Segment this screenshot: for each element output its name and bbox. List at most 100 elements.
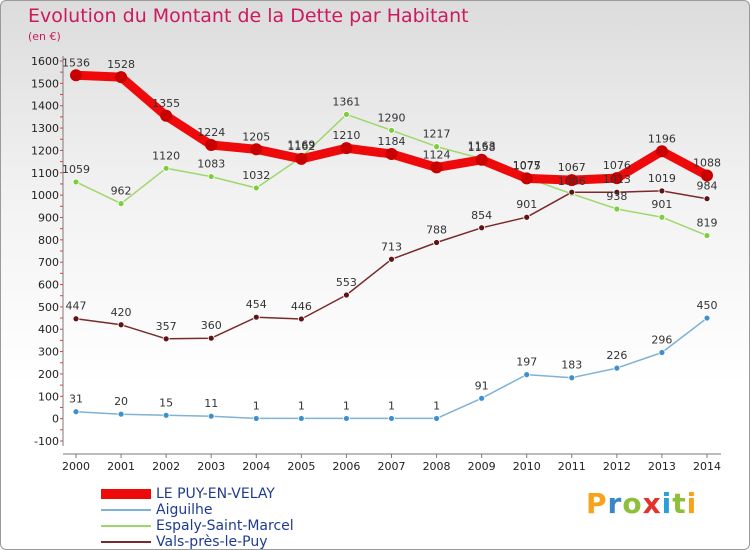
data-label-aiguilhe: 1 (388, 399, 395, 412)
data-point-vals-pr-s-le-puy (252, 313, 260, 321)
x-tick-label: 2010 (513, 460, 541, 473)
x-tick-label: 2001 (107, 460, 135, 473)
data-label-le-puy-en-velay: 1224 (197, 126, 225, 139)
data-point-espaly-saint-marcel (613, 205, 621, 213)
legend-swatch (101, 509, 151, 511)
data-label-espaly-saint-marcel: 1361 (332, 95, 360, 108)
logo-letter: i (686, 487, 698, 520)
x-tick-label: 2006 (332, 460, 360, 473)
logo-letter: o (622, 487, 643, 520)
data-label-aiguilhe: 1 (433, 399, 440, 412)
data-point-aiguilhe (613, 364, 621, 372)
data-point-vals-pr-s-le-puy (162, 335, 170, 343)
y-tick-label: 1500 (31, 77, 59, 90)
data-point-espaly-saint-marcel (703, 232, 711, 239)
data-label-vals-pr-s-le-puy: 901 (516, 198, 537, 211)
x-tick-label: 2003 (197, 460, 225, 473)
data-label-aiguilhe: 15 (159, 396, 173, 409)
data-label-le-puy-en-velay: 1536 (62, 56, 90, 69)
data-label-vals-pr-s-le-puy: 420 (111, 306, 132, 319)
data-point-aiguilhe (478, 394, 486, 402)
data-label-espaly-saint-marcel: 1077 (513, 159, 541, 172)
legend-item-espaly-saint-marcel: Espaly-Saint-Marcel (101, 518, 401, 534)
y-tick-label: 1200 (31, 144, 59, 157)
data-label-aiguilhe: 91 (475, 379, 489, 392)
data-point-espaly-saint-marcel (117, 200, 125, 208)
y-tick-label: -100 (34, 435, 59, 448)
x-tick-label: 2008 (423, 460, 451, 473)
data-label-vals-pr-s-le-puy: 446 (291, 300, 312, 313)
data-label-vals-pr-s-le-puy: 357 (156, 320, 177, 333)
data-label-le-puy-en-velay: 1075 (513, 159, 541, 172)
data-label-espaly-saint-marcel: 1169 (287, 138, 315, 151)
data-point-vals-pr-s-le-puy (433, 239, 440, 246)
data-point-aiguilhe (388, 415, 395, 422)
data-label-vals-pr-s-le-puy: 454 (246, 298, 267, 311)
legend-swatch (101, 525, 151, 527)
axes: -100010020030040050060070080090010001100… (31, 55, 721, 473)
data-point-espaly-saint-marcel (343, 111, 350, 118)
legend: LE PUY-EN-VELAY Aiguilhe Espaly-Saint-Marc… (101, 486, 401, 549)
data-label-espaly-saint-marcel: 1006 (558, 175, 586, 188)
data-point-aiguilhe (523, 371, 531, 379)
y-tick-label: 300 (38, 346, 59, 359)
x-tick-label: 2009 (468, 460, 496, 473)
data-point-vals-pr-s-le-puy (568, 188, 576, 196)
series-lines (70, 69, 713, 422)
data-point-espaly-saint-marcel (658, 213, 666, 221)
data-label-vals-pr-s-le-puy: 447 (66, 300, 87, 313)
data-point-le-puy-en-velay (205, 139, 218, 152)
data-label-vals-pr-s-le-puy: 1019 (648, 172, 676, 185)
data-point-aiguilhe (117, 410, 125, 418)
chart-subtitle: (en €) (28, 30, 61, 43)
data-point-vals-pr-s-le-puy (207, 334, 215, 342)
data-label-le-puy-en-velay: 1088 (693, 156, 721, 169)
data-point-vals-pr-s-le-puy (297, 315, 305, 323)
data-label-vals-pr-s-le-puy: 713 (381, 240, 402, 253)
data-label-le-puy-en-velay: 1076 (603, 159, 631, 172)
data-point-espaly-saint-marcel (252, 184, 260, 192)
data-label-aiguilhe: 1 (298, 399, 305, 412)
y-tick-label: 1600 (31, 55, 59, 68)
data-point-aiguilhe (703, 314, 711, 322)
data-label-le-puy-en-velay: 1067 (558, 161, 586, 174)
y-tick-label: 100 (38, 390, 59, 403)
data-point-le-puy-en-velay (295, 152, 308, 165)
data-point-aiguilhe (568, 374, 576, 382)
data-label-espaly-saint-marcel: 1059 (62, 163, 90, 176)
proxiti-logo: Proxiti (586, 487, 697, 520)
data-point-le-puy-en-velay (701, 169, 713, 182)
data-label-espaly-saint-marcel: 1217 (423, 128, 451, 141)
legend-label: LE PUY-EN-VELAY (156, 486, 275, 502)
data-point-vals-pr-s-le-puy (117, 321, 125, 329)
data-point-le-puy-en-velay (385, 147, 398, 160)
data-point-aiguilhe (252, 415, 260, 422)
data-point-vals-pr-s-le-puy (613, 188, 621, 196)
data-label-espaly-saint-marcel: 1290 (378, 111, 406, 124)
x-tick-label: 2005 (287, 460, 315, 473)
data-label-aiguilhe: 31 (69, 393, 83, 406)
logo-letter: r (607, 487, 623, 520)
data-point-vals-pr-s-le-puy (523, 213, 531, 221)
y-tick-label: 600 (38, 279, 59, 292)
legend-item-vals-pr-s-le-puy: Vals-près-le-Puy (101, 534, 401, 549)
x-tick-label: 2007 (378, 460, 406, 473)
data-label-aiguilhe: 1 (253, 399, 260, 412)
logo-letter: t (672, 487, 687, 520)
x-tick-label: 2013 (648, 460, 676, 473)
data-point-aiguilhe (72, 408, 80, 416)
y-tick-label: 1100 (31, 167, 59, 180)
data-label-vals-pr-s-le-puy: 984 (697, 180, 718, 193)
data-label-espaly-saint-marcel: 901 (651, 198, 672, 211)
data-label-le-puy-en-velay: 1355 (152, 97, 180, 110)
series-line-vals-pr-s-le-puy (75, 190, 708, 340)
legend-item-le-puy-en-velay: LE PUY-EN-VELAY (101, 486, 401, 502)
y-tick-label: 400 (38, 323, 59, 336)
logo-letter: x (642, 487, 662, 520)
data-label-aiguilhe: 296 (651, 333, 672, 346)
data-point-espaly-saint-marcel (207, 173, 215, 180)
data-point-le-puy-en-velay (70, 69, 82, 82)
data-point-vals-pr-s-le-puy (343, 291, 350, 299)
